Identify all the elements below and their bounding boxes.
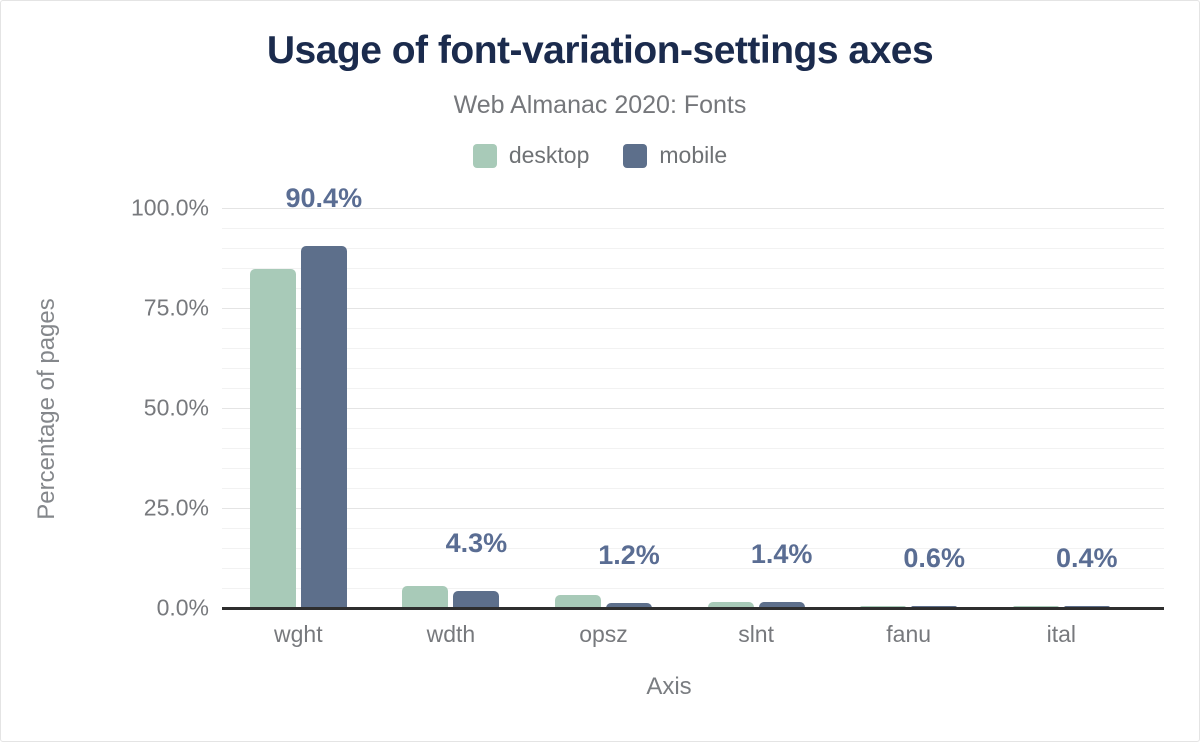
gridline-100 <box>222 208 1164 209</box>
gridline-75 <box>222 308 1164 309</box>
plot-area: 90.4% 4.3% 1.2% 1.4% 0.6% 0.4% <box>222 183 1164 610</box>
legend-item-mobile: mobile <box>623 142 727 169</box>
value-label-wght: 90.4% <box>285 183 363 214</box>
y-tick-label-75: 75.0% <box>143 294 209 321</box>
legend-swatch-desktop <box>472 143 497 168</box>
bar-desktop-wght[interactable] <box>249 269 296 608</box>
legend: desktop mobile <box>1 142 1199 169</box>
x-tick-label-ital: ital <box>1046 621 1076 647</box>
value-label-fanu: 0.6% <box>903 542 965 573</box>
y-tick-label-25: 25.0% <box>143 494 209 521</box>
bar-mobile-slnt[interactable] <box>758 602 805 608</box>
x-axis-title: Axis <box>646 673 692 700</box>
chart-subtitle: Web Almanac 2020: Fonts <box>453 91 747 119</box>
bar-mobile-fanu[interactable] <box>911 605 958 608</box>
legend-swatch-mobile <box>623 143 648 168</box>
y-tick-label-100: 100.0% <box>130 194 209 221</box>
legend-label: mobile <box>659 142 728 168</box>
x-tick-label-wght: wght <box>274 621 323 647</box>
x-tick-label-wdth: wdth <box>426 621 476 647</box>
value-label-ital: 0.4% <box>1056 543 1118 574</box>
y-tick-label-0: 0.0% <box>156 594 209 621</box>
y-tick-label-50: 50.0% <box>143 394 209 421</box>
x-tick-label-slnt: slnt <box>738 621 774 647</box>
legend-item-desktop: desktop <box>472 142 590 169</box>
bar-desktop-slnt[interactable] <box>707 601 754 608</box>
bar-mobile-opsz[interactable] <box>606 603 652 608</box>
value-label-wdth: 4.3% <box>445 527 508 558</box>
gridline-25 <box>222 508 1164 509</box>
bar-desktop-opsz[interactable] <box>555 594 601 608</box>
value-label-slnt: 1.4% <box>750 539 813 570</box>
y-axis-title: Percentage of pages <box>33 298 60 520</box>
bar-desktop-wdth[interactable] <box>402 585 449 608</box>
value-label-opsz: 1.2% <box>598 540 660 571</box>
bar-mobile-wght[interactable] <box>300 246 347 608</box>
x-axis-baseline <box>222 607 1164 610</box>
chart-title: Usage of font-variation-settings axes <box>266 29 934 72</box>
bar-mobile-wdth[interactable] <box>453 590 500 608</box>
x-tick-label-fanu: fanu <box>886 621 932 647</box>
legend-label: desktop <box>508 142 590 168</box>
gridline-50 <box>222 408 1164 409</box>
x-tick-label-opsz: opsz <box>579 621 628 647</box>
